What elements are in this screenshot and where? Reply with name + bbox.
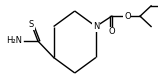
Text: H₂N: H₂N (6, 36, 22, 45)
Text: O: O (124, 12, 131, 21)
Text: O: O (108, 27, 115, 36)
Text: N: N (93, 22, 99, 31)
Text: S: S (29, 20, 34, 29)
